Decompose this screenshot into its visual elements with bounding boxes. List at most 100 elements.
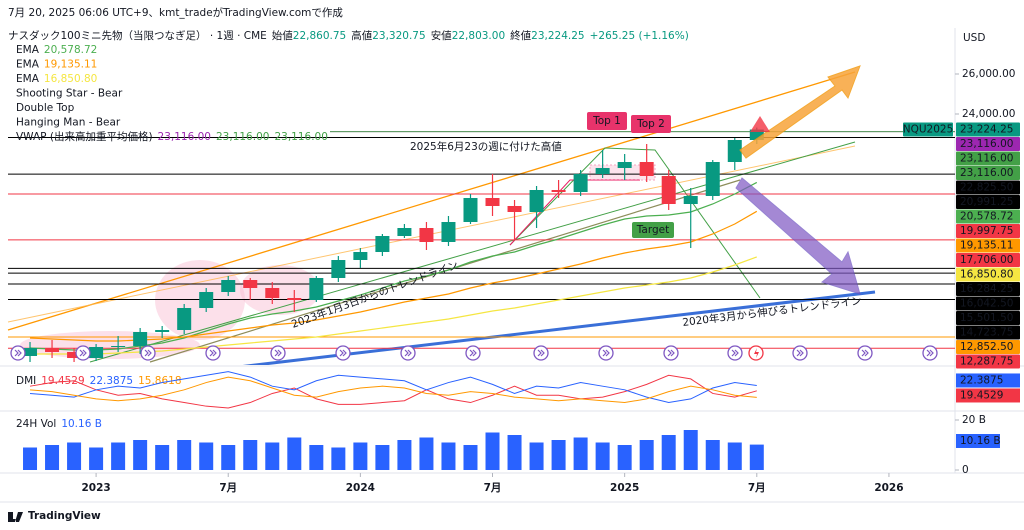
- volume-bar: [661, 435, 676, 470]
- price-label-box: [956, 267, 1020, 282]
- price-label: 22,825.50: [960, 182, 1013, 194]
- candle-body: [375, 236, 390, 252]
- change: +265.25 (+1.16%): [590, 30, 689, 42]
- y-tick-label: 24,000.00: [962, 108, 1015, 120]
- pattern-line: [509, 147, 761, 299]
- price-label: 23,116.00: [960, 138, 1013, 150]
- candle-body: [45, 348, 60, 352]
- candle-body: [89, 347, 104, 358]
- dmi-label: 22.3875: [960, 374, 1003, 386]
- vol-label: 10.16 B: [960, 435, 1001, 447]
- price-label-box: [956, 282, 1020, 297]
- candle-body: [111, 346, 126, 347]
- ema-value: 16,850.80: [44, 73, 97, 85]
- pattern-legend: Hanging Man - Bear: [16, 117, 121, 129]
- currency: USD: [963, 32, 985, 44]
- channel-line: [7, 71, 856, 331]
- candle-body: [727, 140, 742, 162]
- volume-bar: [45, 445, 60, 470]
- event-icon-glyph: [861, 349, 869, 357]
- y-tick-label: 26,000.00: [962, 68, 1015, 80]
- dmi-line: [29, 371, 757, 404]
- volume-bar: [331, 447, 346, 470]
- ema-legend: EMA 20,578.72: [16, 44, 97, 56]
- dmi-label-box: [956, 388, 1020, 403]
- dmi-title: DMI: [16, 375, 36, 387]
- target-box: [632, 222, 674, 238]
- volume-bar: [529, 442, 544, 470]
- volume-bar: [89, 447, 104, 470]
- ema-line: [29, 181, 758, 351]
- x-tick-label: 2026: [874, 482, 903, 494]
- volume-bar: [595, 442, 610, 470]
- highlight: [240, 265, 320, 315]
- candle-body: [617, 162, 632, 168]
- vol-tick-label: 20 B: [962, 414, 986, 426]
- x-tick-label: 2025: [610, 482, 639, 494]
- ema-legend: EMA 19,135.11: [16, 59, 97, 71]
- volume-bar: [133, 440, 148, 470]
- candle-body: [595, 168, 610, 174]
- dmi-line: [29, 374, 757, 409]
- vol-value: 10.16 B: [61, 418, 102, 430]
- event-icon-glyph: [404, 349, 412, 357]
- ohlc-label: 安値: [431, 29, 452, 42]
- price-label: 16,042.50: [960, 298, 1013, 310]
- price-label-box: [956, 354, 1020, 369]
- volume-bar: [177, 440, 192, 470]
- volume-bar: [749, 444, 764, 470]
- candle-body: [133, 332, 148, 346]
- candle-body: [265, 288, 280, 298]
- event-icon-glyph: [14, 349, 22, 357]
- candle-body: [397, 228, 412, 236]
- annotation: Top 2: [636, 118, 665, 130]
- volume-bar: [375, 445, 390, 470]
- ohlc-value: 22,860.75: [293, 30, 346, 42]
- candle-body: [507, 206, 522, 212]
- price-label: 19,135.11: [960, 240, 1013, 252]
- price-label: 12,852.50: [960, 341, 1013, 353]
- candle-body: [155, 330, 170, 332]
- annotation: Target: [636, 224, 669, 236]
- volume-bar: [441, 442, 456, 470]
- candle-body: [441, 222, 456, 242]
- x-tick-label: 2023: [81, 482, 110, 494]
- volume-bar: [243, 440, 258, 470]
- event-icon-glyph: [754, 348, 759, 358]
- price-label: 20,578.72: [960, 211, 1013, 223]
- vol-title: 24H Vol: [16, 418, 56, 430]
- price-label: 23,224.25: [960, 124, 1013, 136]
- candle-body: [485, 198, 500, 206]
- dmi-value: 19.4529: [41, 375, 84, 387]
- candle-body: [331, 260, 346, 278]
- event-icon-glyph: [731, 349, 739, 357]
- candle-body: [177, 308, 192, 330]
- volume-bar: [111, 442, 126, 470]
- volume-bar: [67, 442, 82, 470]
- x-tick-label: 7月: [748, 482, 766, 494]
- vol-label-box: [956, 434, 1000, 448]
- price-label: 20,991.25: [960, 196, 1013, 208]
- price-label-box: [956, 340, 1020, 355]
- candle-body: [419, 228, 434, 242]
- price-label-box: [956, 122, 1020, 137]
- event-icon-glyph: [469, 349, 477, 357]
- candle-body: [705, 162, 720, 196]
- ema-name: EMA: [16, 44, 40, 56]
- event-icon-glyph: [667, 349, 675, 357]
- candle-body: [23, 348, 38, 356]
- price-label: 23,116.00: [960, 153, 1013, 165]
- event-icon-glyph: [602, 349, 610, 357]
- price-label-box: [956, 209, 1020, 224]
- candle-body: [463, 198, 478, 222]
- candle-body: [639, 162, 654, 176]
- event-icon-glyph: [79, 349, 87, 357]
- price-label: 19,997.75: [960, 225, 1013, 237]
- candle-body: [243, 280, 258, 288]
- volume-bar: [287, 437, 302, 470]
- price-label: 23,116.00: [960, 167, 1013, 179]
- candle-body: [551, 190, 566, 192]
- x-tick-label: 7月: [219, 482, 237, 494]
- ohlc-label: 高値: [351, 29, 372, 42]
- volume-bar: [265, 442, 280, 470]
